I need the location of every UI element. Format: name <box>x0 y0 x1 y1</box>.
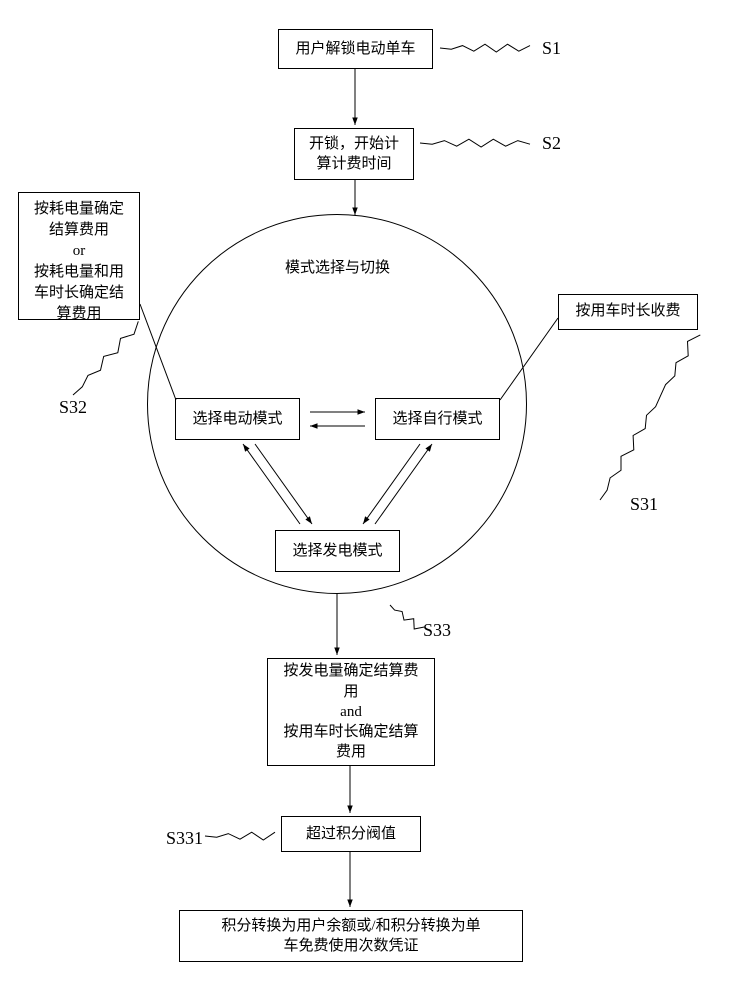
node-points-threshold-text: 超过积分阀值 <box>306 824 396 844</box>
label-s33-text: S33 <box>423 620 451 640</box>
node-self-mode: 选择自行模式 <box>375 398 500 440</box>
mode-title: 模式选择与切换 <box>285 259 390 279</box>
mode-title-text: 模式选择与切换 <box>285 260 390 276</box>
label-s32-text: S32 <box>59 397 87 417</box>
node-open-lock: 开锁，开始计算计费时间 <box>294 128 414 180</box>
node-electric-mode-text: 选择电动模式 <box>192 409 282 429</box>
node-points-convert: 积分转换为用户余额或/和积分转换为单车免费使用次数凭证 <box>179 910 523 962</box>
callout-time-fee-text: 按用车时长收费 <box>575 303 680 319</box>
node-points-threshold: 超过积分阀值 <box>281 816 421 852</box>
callout-power-fee: 按耗电量确定结算费用or按耗电量和用车时长确定结算费用 <box>18 192 140 320</box>
node-points-convert-text: 积分转换为用户余额或/和积分转换为单车免费使用次数凭证 <box>221 916 480 957</box>
node-open-lock-text: 开锁，开始计算计费时间 <box>309 134 399 175</box>
node-unlock-bike-text: 用户解锁电动单车 <box>295 39 415 59</box>
label-s31-text: S31 <box>630 494 658 514</box>
node-generate-mode-text: 选择发电模式 <box>292 541 382 561</box>
label-s31: S31 <box>630 494 658 515</box>
label-s1: S1 <box>542 38 561 59</box>
callout-power-fee-text: 按耗电量确定结算费用or按耗电量和用车时长确定结算费用 <box>34 201 124 322</box>
node-generate-mode: 选择发电模式 <box>275 530 400 572</box>
node-unlock-bike: 用户解锁电动单车 <box>278 29 433 69</box>
flow-diagram: 用户解锁电动单车 开锁，开始计算计费时间 模式选择与切换 选择电动模式 选择自行… <box>0 0 743 1000</box>
node-self-mode-text: 选择自行模式 <box>392 409 482 429</box>
label-s2: S2 <box>542 133 561 154</box>
label-s331: S331 <box>166 828 203 849</box>
label-s33: S33 <box>423 620 451 641</box>
label-s1-text: S1 <box>542 38 561 58</box>
label-s32: S32 <box>59 397 87 418</box>
label-s2-text: S2 <box>542 133 561 153</box>
node-electric-mode: 选择电动模式 <box>175 398 300 440</box>
callout-time-fee: 按用车时长收费 <box>558 294 698 330</box>
node-gen-fee-text: 按发电量确定结算费用and按用车时长确定结算费用 <box>283 661 418 762</box>
node-gen-fee: 按发电量确定结算费用and按用车时长确定结算费用 <box>267 658 435 766</box>
label-s331-text: S331 <box>166 828 203 848</box>
